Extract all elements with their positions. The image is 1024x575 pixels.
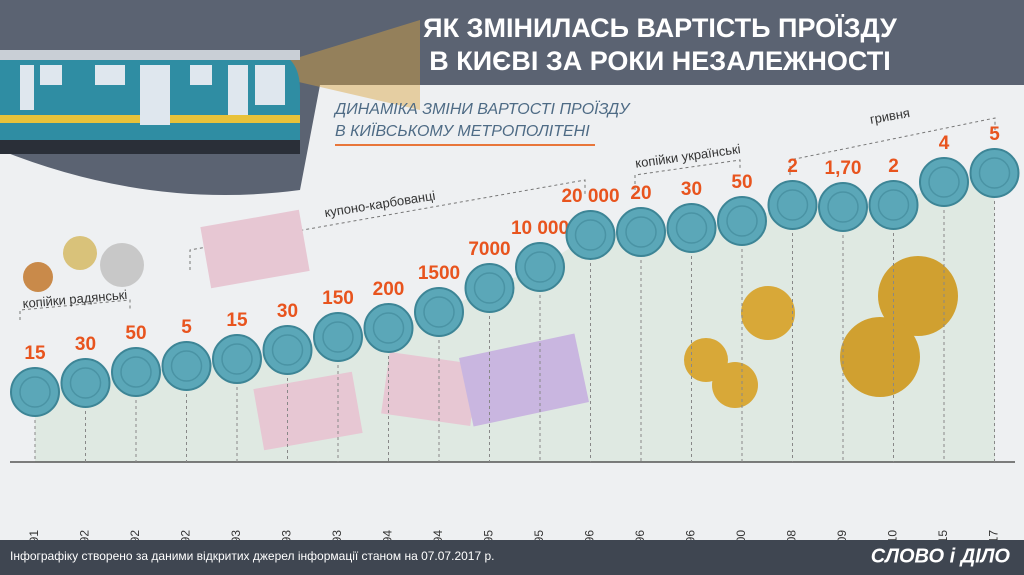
token-inner — [423, 296, 455, 328]
token — [919, 157, 969, 207]
price: 4 — [939, 133, 950, 154]
price: 30 — [681, 179, 702, 200]
token-inner — [19, 376, 51, 408]
token — [515, 242, 565, 292]
price: 30 — [277, 301, 298, 322]
logo: СЛОВО і ДІЛО — [871, 545, 1011, 567]
token — [565, 210, 616, 260]
token — [60, 358, 111, 408]
token-inner — [372, 312, 405, 344]
price: 20 — [630, 183, 651, 204]
decorations — [23, 209, 958, 451]
title-line: В КИЄВІ ЗА РОКИ НЕЗАЛЕЖНОСТІ — [429, 46, 890, 76]
price: 15 — [226, 310, 248, 331]
token-inner — [675, 212, 708, 244]
price: 5 — [989, 124, 1000, 145]
token — [666, 203, 717, 253]
token — [212, 334, 262, 384]
group-label: гривня — [869, 105, 911, 127]
token — [10, 367, 60, 417]
token — [767, 180, 818, 230]
token-inner — [726, 205, 758, 237]
token — [313, 312, 363, 362]
train — [0, 50, 300, 154]
token — [818, 182, 868, 232]
price: 1500 — [418, 263, 460, 284]
subtitle-line: ДИНАМІКА ЗМІНИ ВАРТОСТІ ПРОЇЗДУ — [333, 100, 631, 118]
token-inner — [928, 166, 960, 198]
token-inner — [221, 343, 253, 375]
price: 15 — [24, 343, 46, 364]
token — [868, 180, 919, 230]
token-inner — [524, 251, 556, 283]
token-inner — [776, 189, 809, 221]
price: 10 000 — [511, 218, 569, 239]
price: 2 — [888, 156, 899, 177]
price: 50 — [731, 172, 752, 193]
price: 2 — [787, 156, 798, 177]
token — [111, 347, 161, 397]
token — [616, 207, 666, 257]
token — [717, 196, 767, 246]
token-inner — [978, 157, 1011, 189]
price: 50 — [125, 323, 146, 344]
token — [363, 303, 414, 353]
token — [262, 325, 313, 375]
token-inner — [877, 189, 910, 221]
token — [414, 287, 464, 337]
price: 20 000 — [561, 186, 619, 207]
token-inner — [625, 216, 657, 248]
token-inner — [473, 272, 506, 304]
light-beam — [290, 20, 420, 110]
price: 30 — [75, 334, 96, 355]
token — [969, 148, 1020, 198]
subtitle-line: В КИЇВСЬКОМУ МЕТРОПОЛІТЕНІ — [335, 122, 590, 140]
token-inner — [170, 350, 203, 382]
price: 5 — [181, 317, 192, 338]
price: 1,70 — [825, 158, 862, 179]
token — [161, 341, 212, 391]
group-brackets — [19, 117, 996, 320]
token-inner — [120, 356, 152, 388]
token-inner — [574, 219, 607, 251]
token — [464, 263, 515, 313]
token-inner — [69, 367, 102, 399]
token-inner — [827, 191, 859, 223]
price: 200 — [373, 279, 405, 300]
price: 7000 — [468, 239, 510, 260]
title-line: ЯК ЗМІНИЛАСЬ ВАРТІСТЬ ПРОЇЗДУ — [423, 13, 898, 43]
price: 150 — [322, 288, 354, 309]
token-inner — [271, 334, 304, 366]
footer-note: Інфографіку створено за даними відкритих… — [10, 549, 494, 563]
token-inner — [322, 321, 354, 353]
footer-bar — [0, 540, 1024, 575]
